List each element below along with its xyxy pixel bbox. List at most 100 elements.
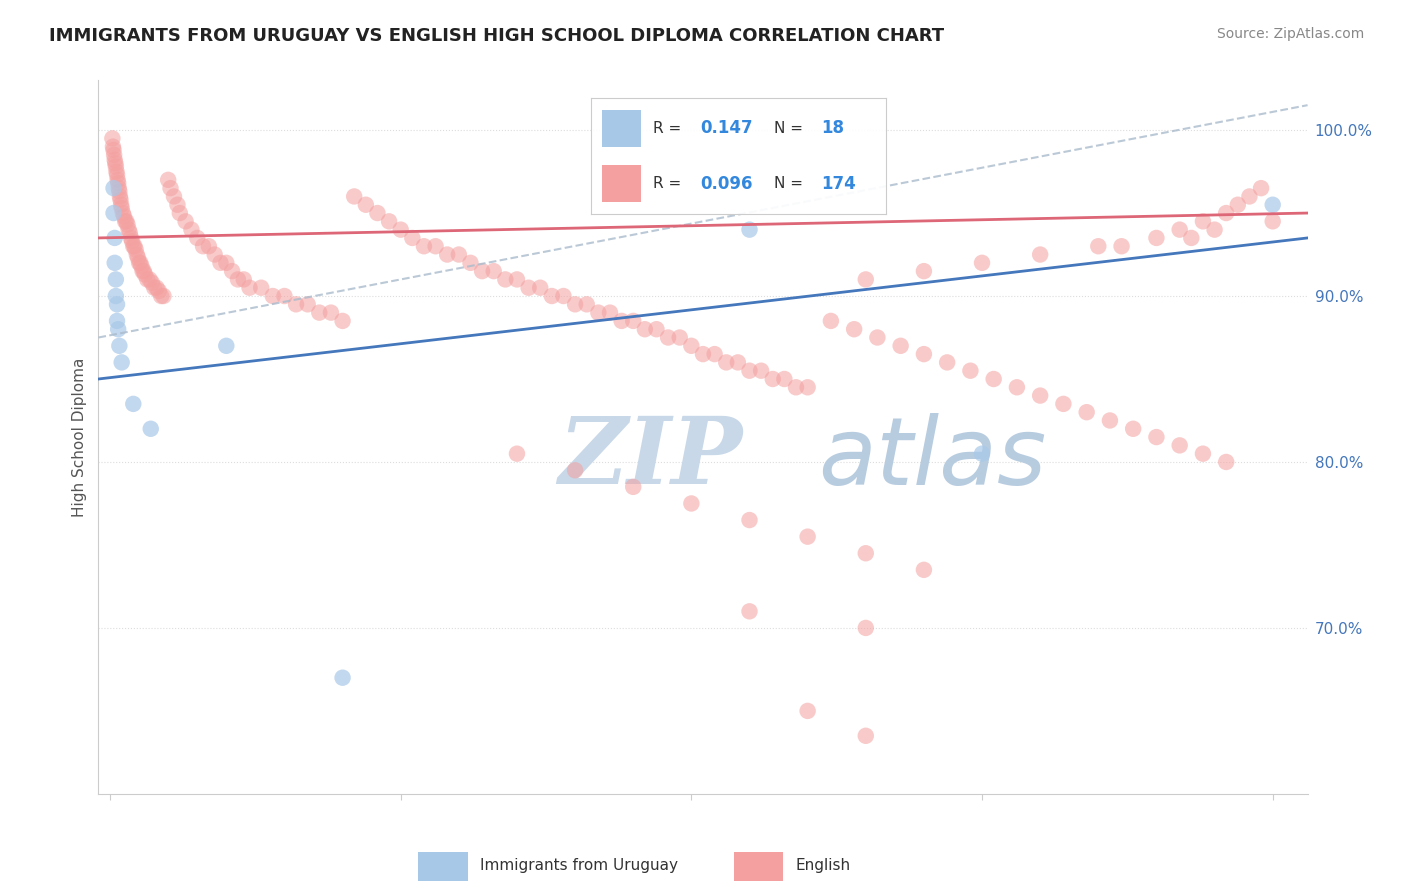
Point (110, 198, 132, 212)
Point (1029, 388, 1052, 402)
Point (378, 214, 401, 228)
Point (970, 447, 993, 461)
Point (332, 671, 354, 685)
Point (111, 355, 134, 369)
Point (129, 256, 152, 270)
Point (762, 372, 785, 386)
Point (621, 314, 644, 328)
Point (1076, 405, 1098, 419)
Point (1144, 430, 1167, 444)
Text: R =: R = (652, 120, 686, 136)
Text: 18: 18 (821, 120, 844, 137)
Text: 174: 174 (821, 175, 856, 193)
Point (118, 226, 141, 240)
Point (855, 272, 877, 286)
Point (143, 281, 166, 295)
Point (163, 189, 186, 203)
Point (127, 251, 149, 265)
Point (436, 247, 458, 261)
Point (308, 305, 330, 319)
Point (107, 173, 129, 187)
Text: 0.147: 0.147 (700, 120, 752, 137)
Y-axis label: High School Diploma: High School Diploma (72, 358, 87, 516)
Point (890, 339, 912, 353)
Point (912, 264, 935, 278)
Point (668, 330, 690, 344)
Point (738, 222, 761, 236)
Point (796, 380, 818, 394)
Point (111, 206, 134, 220)
Point (128, 256, 150, 270)
Point (727, 355, 749, 369)
Point (273, 289, 295, 303)
Point (104, 160, 127, 174)
Point (110, 193, 132, 207)
Text: IMMIGRANTS FROM URUGUAY VS ENGLISH HIGH SCHOOL DIPLOMA CORRELATION CHART: IMMIGRANTS FROM URUGUAY VS ENGLISH HIGH … (49, 27, 945, 45)
Point (174, 214, 197, 228)
Point (1239, 189, 1261, 203)
Point (1192, 214, 1215, 228)
Text: N =: N = (773, 120, 807, 136)
Point (657, 330, 679, 344)
Text: N =: N = (773, 177, 807, 192)
Point (215, 339, 238, 353)
Point (855, 729, 877, 743)
Point (1226, 198, 1249, 212)
Point (103, 143, 125, 157)
Point (117, 218, 139, 232)
Point (120, 231, 142, 245)
Point (204, 247, 226, 261)
Point (122, 397, 145, 411)
Text: Source: ZipAtlas.com: Source: ZipAtlas.com (1216, 27, 1364, 41)
Point (796, 530, 818, 544)
Point (209, 256, 232, 270)
Point (1204, 222, 1226, 236)
Point (180, 222, 202, 236)
Point (621, 480, 644, 494)
Point (749, 364, 772, 378)
Point (104, 272, 127, 286)
Text: ZIP: ZIP (558, 414, 742, 503)
Point (482, 264, 505, 278)
Point (226, 272, 249, 286)
Point (912, 563, 935, 577)
Point (1052, 397, 1074, 411)
Point (820, 314, 842, 328)
Point (354, 198, 377, 212)
Point (108, 339, 131, 353)
Point (131, 259, 153, 273)
Point (1144, 231, 1167, 245)
Point (844, 322, 866, 336)
Point (517, 281, 540, 295)
Point (855, 546, 877, 560)
Point (124, 243, 146, 257)
Point (460, 256, 482, 270)
Point (564, 463, 586, 477)
Point (1261, 214, 1284, 228)
Point (681, 339, 703, 353)
Point (191, 239, 214, 253)
Point (425, 239, 447, 253)
Point (1087, 239, 1109, 253)
Point (108, 189, 131, 203)
Point (738, 604, 761, 618)
Point (506, 272, 529, 286)
Point (983, 372, 1005, 386)
Point (1111, 239, 1133, 253)
FancyBboxPatch shape (419, 852, 468, 881)
Point (112, 210, 135, 224)
Point (855, 621, 877, 635)
Point (332, 314, 354, 328)
Point (785, 380, 807, 394)
Point (104, 289, 127, 303)
Point (107, 322, 129, 336)
Point (250, 281, 273, 295)
Point (796, 704, 818, 718)
Point (575, 297, 598, 311)
Point (553, 289, 575, 303)
Text: 0.096: 0.096 (700, 175, 752, 193)
Text: R =: R = (652, 177, 686, 192)
Point (588, 305, 610, 319)
Point (115, 214, 138, 228)
Point (169, 206, 191, 220)
